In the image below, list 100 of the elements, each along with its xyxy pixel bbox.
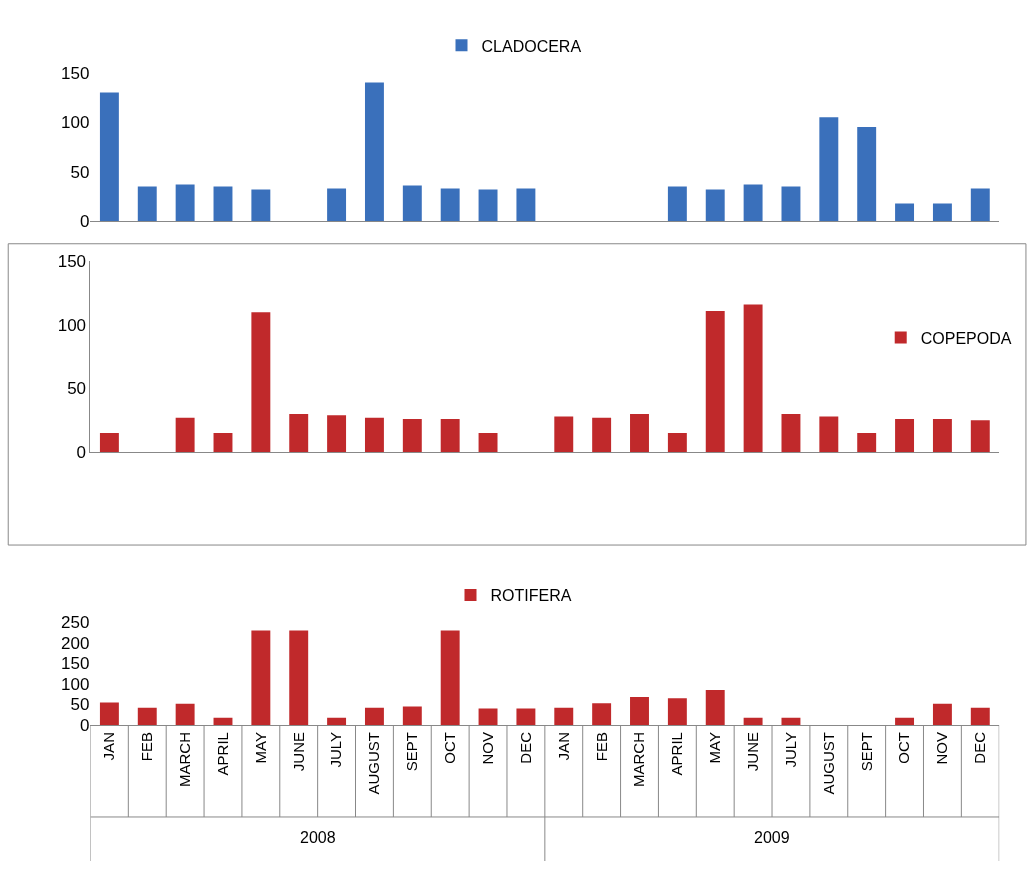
bar xyxy=(857,433,877,453)
legend-label: CLADOCERA xyxy=(481,37,582,55)
x-tick-label: AUGUST xyxy=(365,732,383,795)
bar xyxy=(99,433,119,453)
bar xyxy=(440,188,460,222)
bar xyxy=(705,690,725,726)
bar xyxy=(251,312,271,453)
x-tick-label: OCT xyxy=(895,732,913,764)
bar xyxy=(402,419,422,453)
y-tick-label: 50 xyxy=(67,379,87,399)
bar xyxy=(137,186,157,222)
bar xyxy=(781,186,801,222)
x-tick-label: JUNE xyxy=(743,732,761,772)
x-tick-label: SEPT xyxy=(403,732,421,772)
x-tick-label: MARCH xyxy=(630,732,648,788)
bar xyxy=(440,419,460,453)
x-tick-label: APRIL xyxy=(213,732,231,776)
bar xyxy=(478,189,498,222)
x-tick-label: OCT xyxy=(441,732,459,764)
x-tick-label: MAY xyxy=(706,732,724,764)
text: 2008 xyxy=(300,829,336,846)
x-tick-label: FEB xyxy=(592,732,610,762)
bar xyxy=(289,413,309,453)
bar xyxy=(932,703,952,726)
bar xyxy=(895,717,915,726)
y-tick-label: 100 xyxy=(61,113,90,133)
y-tick-label: 50 xyxy=(70,695,90,715)
bar xyxy=(364,417,384,453)
bar xyxy=(289,630,309,726)
x-tick-label: JULY xyxy=(781,732,799,768)
bar xyxy=(592,417,612,453)
bar xyxy=(440,630,460,726)
x-tick-label: FEB xyxy=(138,732,156,762)
bar xyxy=(364,707,384,726)
y-tick-label: 100 xyxy=(61,674,90,694)
bar xyxy=(516,708,536,726)
x-tick-label: NOV xyxy=(478,732,496,765)
bar xyxy=(932,419,952,453)
bar xyxy=(327,188,347,222)
y-tick-label: 150 xyxy=(61,63,90,83)
x-tick-label: JAN xyxy=(100,732,118,761)
bar xyxy=(516,188,536,222)
bar xyxy=(213,186,233,222)
y-tick-label: 250 xyxy=(61,613,90,633)
x-tick-label: JUNE xyxy=(289,732,307,772)
x-tick-label: MARCH xyxy=(176,732,193,788)
bar xyxy=(251,189,271,222)
y-tick-label: 50 xyxy=(70,162,90,182)
bar xyxy=(251,630,271,726)
bar xyxy=(137,707,157,726)
x-tick-label: JAN xyxy=(554,732,572,761)
bar xyxy=(99,702,119,726)
bar xyxy=(175,184,195,222)
bar xyxy=(402,706,422,726)
bar xyxy=(667,186,687,222)
bar xyxy=(478,433,498,453)
text: 2009 xyxy=(754,829,790,846)
bar xyxy=(630,697,649,726)
bar xyxy=(592,703,612,726)
bar xyxy=(781,717,801,726)
bar xyxy=(781,413,801,453)
bar xyxy=(630,413,649,453)
y-tick-label: 150 xyxy=(61,654,90,674)
x-tick-label: NOV xyxy=(933,732,951,765)
x-tick-label: DEC xyxy=(516,731,534,764)
bar xyxy=(99,92,119,222)
bar xyxy=(667,433,687,453)
x-tick-label: MAY xyxy=(251,732,269,764)
bar xyxy=(327,717,347,726)
y-tick-label: 0 xyxy=(80,212,90,232)
x-tick-label: AUGUST xyxy=(819,732,837,795)
y-tick-label: 0 xyxy=(80,715,90,735)
bar xyxy=(819,117,839,222)
bar xyxy=(705,189,725,222)
x-tick-label: SEPT xyxy=(857,732,875,772)
bar xyxy=(364,82,384,222)
bar xyxy=(970,707,990,726)
bar xyxy=(213,717,233,726)
y-tick-label: 200 xyxy=(61,633,90,653)
bar xyxy=(402,185,422,222)
bar xyxy=(895,203,915,222)
bar xyxy=(743,717,763,726)
x-tick-label: DEC xyxy=(971,731,989,764)
bar xyxy=(667,698,687,726)
bar xyxy=(213,433,233,453)
y-tick-label: 0 xyxy=(76,443,87,463)
bar xyxy=(895,419,915,453)
bar xyxy=(478,708,498,726)
bar xyxy=(175,417,195,453)
y-tick-label: 150 xyxy=(57,252,87,272)
y-tick-label: 100 xyxy=(57,315,87,335)
legend-label: COPEPODA xyxy=(920,329,1012,347)
bar xyxy=(743,304,763,453)
bar xyxy=(705,310,725,453)
bar xyxy=(327,415,347,453)
bar xyxy=(819,416,839,453)
bar xyxy=(970,420,990,453)
x-tick-label: APRIL xyxy=(668,732,686,776)
bar xyxy=(970,188,990,222)
bar xyxy=(743,184,763,222)
